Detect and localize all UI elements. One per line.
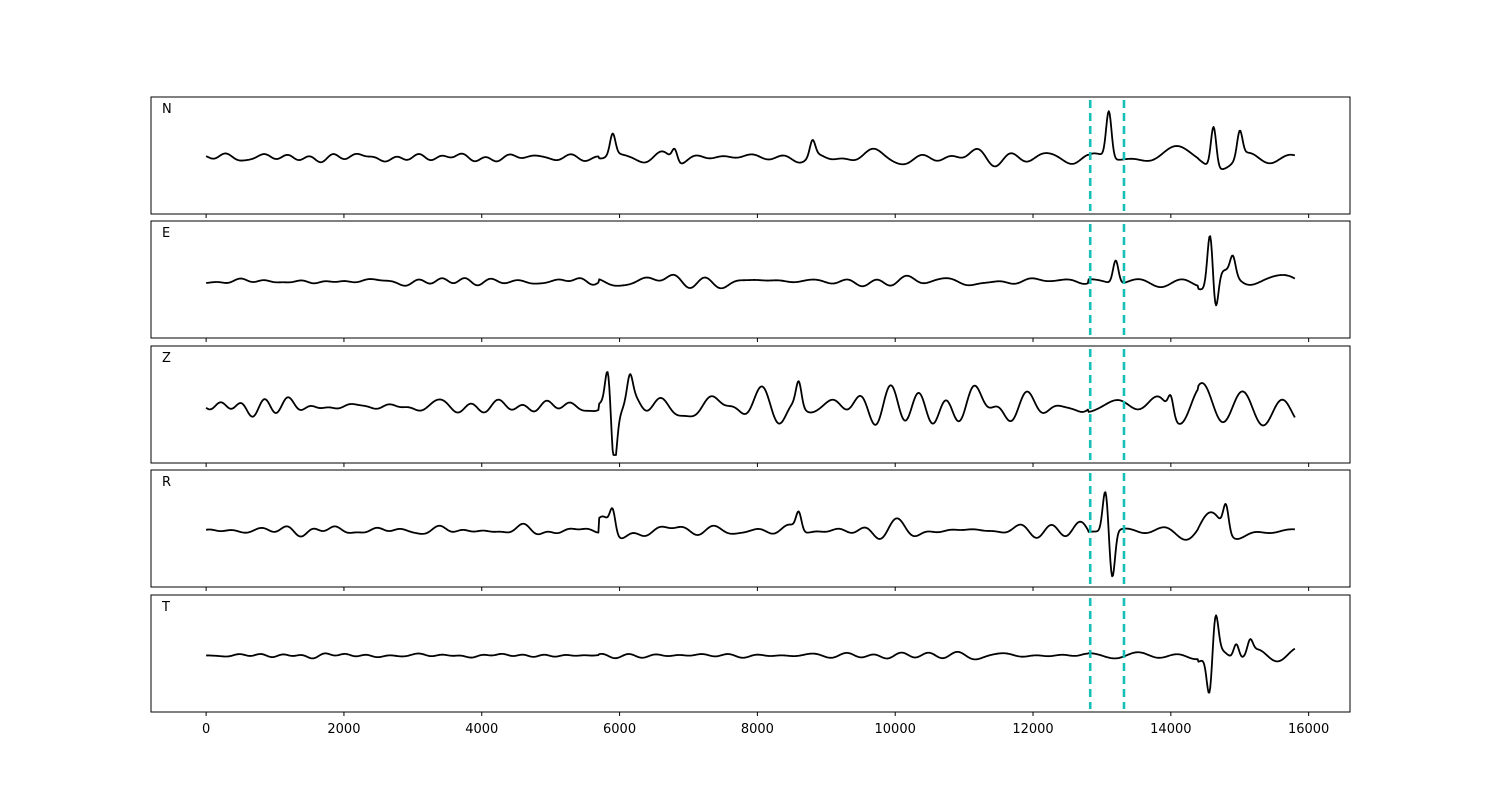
panel-label: N bbox=[162, 102, 172, 117]
x-tick-label: 14000 bbox=[1150, 722, 1191, 737]
panel-frame bbox=[150, 345, 1351, 464]
trace-line bbox=[205, 371, 1296, 456]
x-tick-label: 8000 bbox=[741, 722, 774, 737]
panel-label: R bbox=[162, 475, 171, 490]
x-tick-label: 2000 bbox=[327, 722, 360, 737]
trace-line bbox=[206, 235, 1296, 307]
panel-label: E bbox=[162, 226, 170, 241]
trace-line bbox=[205, 110, 1296, 170]
panel-t: T bbox=[150, 594, 1351, 716]
panel-z: Z bbox=[150, 345, 1351, 467]
panel-n: N bbox=[150, 96, 1351, 218]
panel-label: Z bbox=[162, 351, 171, 366]
x-axis: 0 2000 4000 6000 8000 10000 12000 14000 16000 bbox=[202, 722, 1329, 737]
x-tick-label: 16000 bbox=[1288, 722, 1329, 737]
x-tick-label: 10000 bbox=[875, 722, 916, 737]
x-tick-label: 0 bbox=[202, 722, 210, 737]
trace-line bbox=[205, 491, 1295, 578]
panel-frame bbox=[150, 469, 1351, 588]
x-tick-label: 12000 bbox=[1012, 722, 1053, 737]
x-tick-label: 4000 bbox=[465, 722, 498, 737]
panel-frame bbox=[150, 220, 1351, 339]
panel-r: R bbox=[150, 469, 1351, 591]
panel-frame bbox=[150, 96, 1351, 215]
x-tick-label: 6000 bbox=[603, 722, 636, 737]
panel-label: T bbox=[161, 600, 170, 615]
trace-line bbox=[206, 614, 1296, 694]
panels: N E Z R T bbox=[150, 96, 1351, 716]
panel-frame bbox=[150, 594, 1351, 713]
panel-e: E bbox=[150, 220, 1351, 342]
